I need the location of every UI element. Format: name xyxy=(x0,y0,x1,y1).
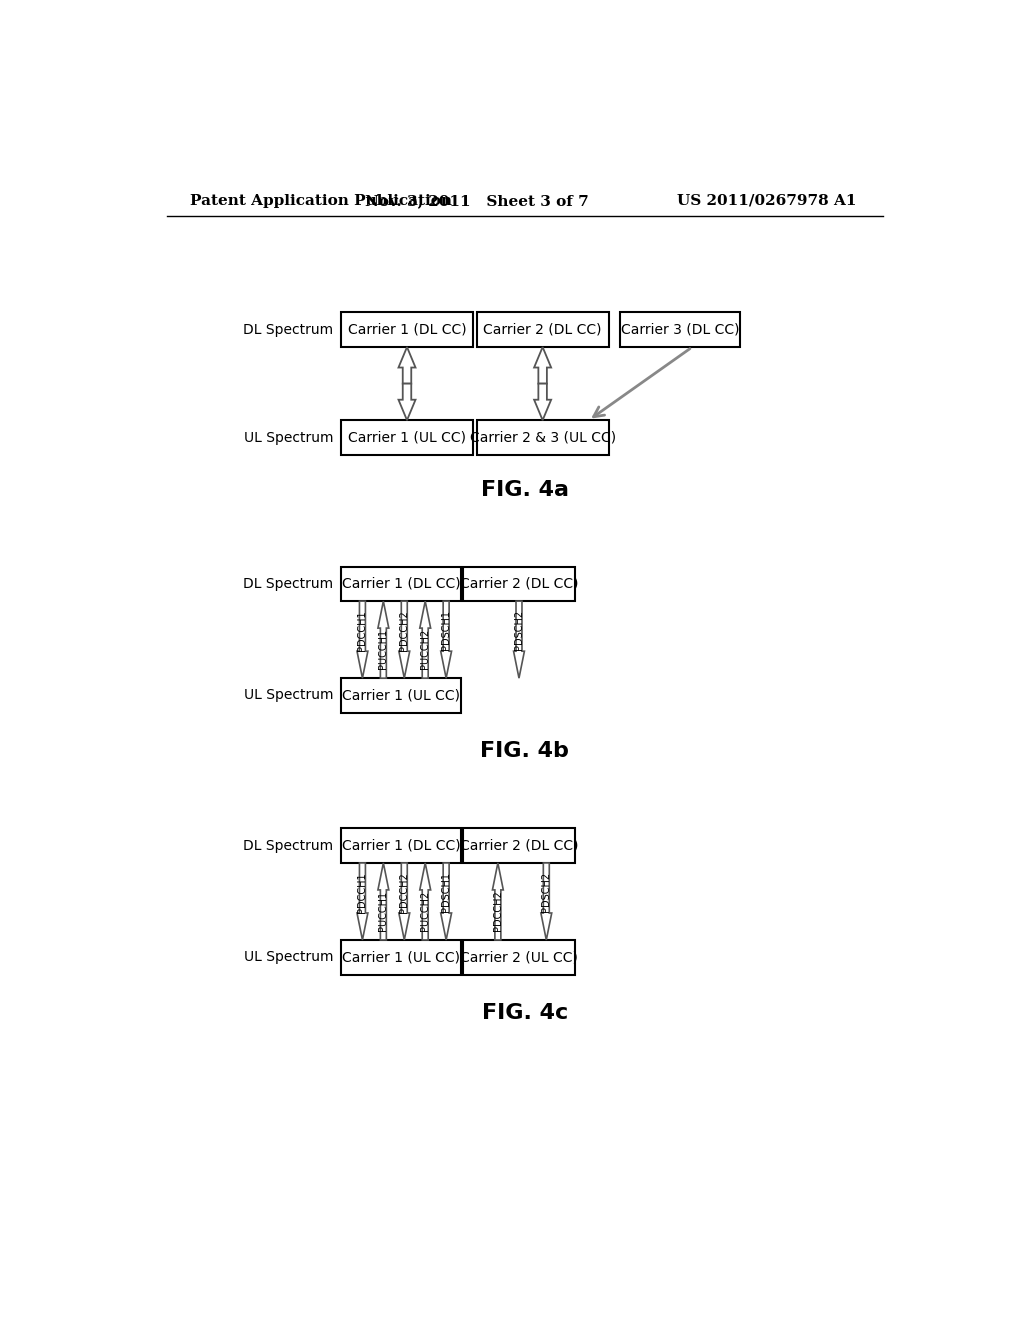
Text: Carrier 3 (DL CC): Carrier 3 (DL CC) xyxy=(621,322,739,337)
Text: PUCCH2: PUCCH2 xyxy=(420,891,430,931)
Text: PUCCH1: PUCCH1 xyxy=(378,891,388,931)
Text: PDSCH1: PDSCH1 xyxy=(441,873,452,912)
Text: PDCCH2: PDCCH2 xyxy=(399,871,410,912)
Bar xyxy=(477,313,608,347)
Text: UL Spectrum: UL Spectrum xyxy=(244,689,334,702)
Text: FIG. 4a: FIG. 4a xyxy=(481,479,568,499)
Text: PUCCH1: PUCCH1 xyxy=(378,628,388,669)
Polygon shape xyxy=(378,601,389,678)
Text: DL Spectrum: DL Spectrum xyxy=(244,838,334,853)
Text: PDCCH2: PDCCH2 xyxy=(493,890,503,931)
Text: Carrier 1 (DL CC): Carrier 1 (DL CC) xyxy=(342,577,461,591)
Text: Carrier 2 (DL CC): Carrier 2 (DL CC) xyxy=(460,838,579,853)
Text: PDCCH2: PDCCH2 xyxy=(399,610,410,651)
Polygon shape xyxy=(398,384,416,420)
Text: US 2011/0267978 A1: US 2011/0267978 A1 xyxy=(677,194,856,207)
Text: UL Spectrum: UL Spectrum xyxy=(244,430,334,445)
Polygon shape xyxy=(420,863,431,940)
Text: FIG. 4b: FIG. 4b xyxy=(480,742,569,762)
Text: PDCCH1: PDCCH1 xyxy=(357,873,368,912)
Bar xyxy=(341,313,473,347)
Text: PDSCH1: PDSCH1 xyxy=(441,610,452,651)
Text: Carrier 1 (DL CC): Carrier 1 (DL CC) xyxy=(342,838,461,853)
Polygon shape xyxy=(357,863,368,940)
Text: PDCCH1: PDCCH1 xyxy=(357,610,368,651)
Polygon shape xyxy=(535,347,551,384)
Polygon shape xyxy=(378,863,389,940)
Text: Carrier 1 (UL CC): Carrier 1 (UL CC) xyxy=(342,689,460,702)
Bar xyxy=(341,420,473,455)
Text: Nov. 3, 2011   Sheet 3 of 7: Nov. 3, 2011 Sheet 3 of 7 xyxy=(365,194,589,207)
Text: UL Spectrum: UL Spectrum xyxy=(244,950,334,965)
Polygon shape xyxy=(398,347,416,384)
Polygon shape xyxy=(420,601,431,678)
Polygon shape xyxy=(541,863,552,940)
Text: DL Spectrum: DL Spectrum xyxy=(244,577,334,591)
Bar xyxy=(341,566,461,601)
Polygon shape xyxy=(514,601,524,678)
Text: PDSCH2: PDSCH2 xyxy=(542,873,551,912)
Text: Carrier 2 (DL CC): Carrier 2 (DL CC) xyxy=(460,577,579,591)
Polygon shape xyxy=(440,863,452,940)
Bar xyxy=(463,940,575,974)
Text: Carrier 1 (UL CC): Carrier 1 (UL CC) xyxy=(342,950,460,965)
Bar xyxy=(463,829,575,863)
Bar xyxy=(341,940,461,974)
Text: Carrier 1 (UL CC): Carrier 1 (UL CC) xyxy=(348,430,466,445)
Bar xyxy=(477,420,608,455)
Text: Carrier 1 (DL CC): Carrier 1 (DL CC) xyxy=(348,322,466,337)
Text: PUCCH2: PUCCH2 xyxy=(420,628,430,669)
Text: Carrier 2 & 3 (UL CC): Carrier 2 & 3 (UL CC) xyxy=(470,430,615,445)
Bar xyxy=(621,313,740,347)
Polygon shape xyxy=(357,601,368,678)
Text: DL Spectrum: DL Spectrum xyxy=(244,322,334,337)
Polygon shape xyxy=(440,601,452,678)
Polygon shape xyxy=(399,601,410,678)
Text: PDSCH2: PDSCH2 xyxy=(514,610,524,651)
Polygon shape xyxy=(399,863,410,940)
Bar xyxy=(463,566,575,601)
Text: Carrier 2 (DL CC): Carrier 2 (DL CC) xyxy=(483,322,602,337)
Text: Carrier 2 (UL CC): Carrier 2 (UL CC) xyxy=(460,950,578,965)
Text: Patent Application Publication: Patent Application Publication xyxy=(190,194,452,207)
Polygon shape xyxy=(493,863,503,940)
Bar xyxy=(341,829,461,863)
Bar xyxy=(341,678,461,713)
Text: FIG. 4c: FIG. 4c xyxy=(481,1003,568,1023)
Polygon shape xyxy=(535,384,551,420)
